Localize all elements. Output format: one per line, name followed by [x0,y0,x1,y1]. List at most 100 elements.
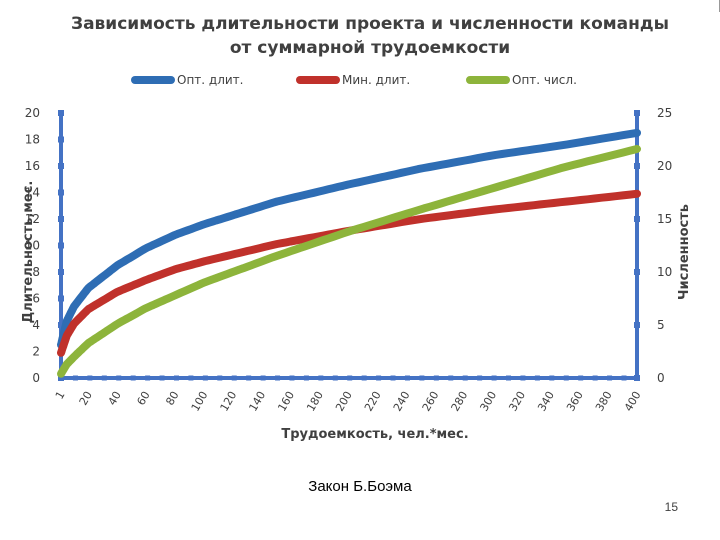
y-left-tick-label: 2 [32,345,40,359]
y-left-tick-label: 12 [25,212,40,226]
series-layer [57,128,641,378]
y-right-tick-mark [634,216,640,222]
x-minor-tick-mark [202,375,208,381]
x-minor-tick-mark [376,375,382,381]
series-line-1 [57,128,641,349]
legend-label-1: Опт. длит. [177,73,243,87]
y-left-tick-label: 18 [25,133,40,147]
series-line-2 [57,189,641,357]
x-tick-label: 140 [247,389,269,414]
y-right-tick-mark [634,163,640,169]
x-minor-tick-mark [361,375,367,381]
x-minor-tick-mark [390,375,396,381]
y-right-tick-label: 20 [657,159,672,173]
legend: Опт. длит. Мин. длит. Опт. числ. [131,73,577,87]
chart-title-line-1: Зависимость длительности проекта и числе… [71,14,669,34]
x-minor-tick-mark [404,375,410,381]
x-minor-tick-mark [419,375,425,381]
x-tick-label: 280 [449,389,471,414]
y-left-tick-mark [58,322,64,328]
y-left-tick-mark [58,136,64,143]
x-minor-tick-mark [246,375,252,381]
x-tick-label: 1 [53,389,68,402]
x-minor-tick-mark [159,375,165,381]
chart-title-line-2: от суммарной трудоемкости [229,38,511,58]
x-minor-tick-mark [116,375,122,381]
x-tick-label: 60 [135,389,153,408]
x-minor-tick-mark [289,375,295,381]
x-tick-label: 120 [218,389,240,414]
slide-caption: Закон Б.Боэма [308,478,412,495]
y-axis-right-label: Численность [677,204,692,300]
y-left-tick-label: 4 [32,318,40,332]
legend-label-2: Мин. длит. [342,73,410,87]
x-minor-tick-mark [621,375,627,381]
y-left-tick-label: 6 [32,292,40,306]
y-left-tick-label: 14 [25,186,40,200]
x-tick-label: 400 [622,389,644,414]
y-right-tick-mark [634,375,640,381]
x-minor-tick-mark [332,375,338,381]
x-minor-tick-mark [303,375,309,381]
x-tick-label: 180 [304,389,326,414]
y-left-tick-label: 16 [25,159,40,173]
x-minor-tick-mark [173,375,179,381]
x-minor-tick-mark [217,375,223,381]
series-line-3 [57,145,641,378]
y-right-tick-label: 0 [657,371,665,385]
x-minor-tick-mark [607,375,613,381]
x-minor-tick-mark [549,375,555,381]
x-minor-tick-mark [318,375,324,381]
x-tick-label: 260 [420,389,442,414]
x-minor-tick-mark [563,375,569,381]
y-right-tick-label: 25 [657,106,672,120]
y-left-tick-label: 10 [25,239,40,253]
x-tick-label: 220 [362,389,384,414]
y-left-tick-label: 8 [32,265,40,279]
x-tick-label: 240 [391,389,413,414]
x-tick-label: 380 [593,389,615,414]
x-minor-tick-mark [578,375,584,381]
y-right-tick-label: 10 [657,265,672,279]
y-right-tick-mark [634,110,640,116]
x-tick-label: 320 [506,389,528,414]
y-left-tick-mark [58,189,64,196]
x-tick-label: 360 [564,389,586,414]
x-axis-label: Трудоемкость, чел.*мес. [281,427,468,442]
x-minor-tick-mark [462,375,468,381]
x-tick-label: 100 [189,389,211,414]
y-left-tick-mark [58,163,64,169]
chart-title: Зависимость длительности проекта и числе… [60,12,680,60]
x-minor-tick-mark [72,375,78,381]
x-tick-label: 40 [106,389,124,408]
y-right-tick-mark [634,269,640,275]
x-minor-tick-mark [58,375,64,381]
y-left-tick-mark [58,269,64,275]
x-minor-tick-mark [448,375,454,381]
x-minor-tick-mark [101,375,107,381]
x-tick-label: 200 [333,389,355,414]
y-left-tick-mark [58,295,64,302]
y-axis-left-label: Длительность,мес. [21,181,36,324]
y-left-tick-mark [58,242,64,249]
y-left-tick-label: 20 [25,106,40,120]
x-minor-tick-mark [506,375,512,381]
y-left-tick-mark [58,216,64,222]
legend-label-3: Опт. числ. [512,73,577,87]
x-minor-tick-mark [87,375,93,381]
x-minor-tick-mark [260,375,266,381]
x-minor-tick-mark [347,375,353,381]
x-minor-tick-mark [275,375,281,381]
x-minor-tick-mark [491,375,497,381]
y-right-tick-mark [634,322,640,328]
x-minor-tick-mark [433,375,439,381]
x-tick-label: 80 [163,389,181,408]
y-left-tick-mark [58,110,64,116]
y-right-tick-label: 5 [657,318,665,332]
x-minor-tick-mark [520,375,526,381]
x-minor-tick-mark [130,375,136,381]
x-minor-tick-mark [145,375,151,381]
x-minor-tick-mark [534,375,540,381]
